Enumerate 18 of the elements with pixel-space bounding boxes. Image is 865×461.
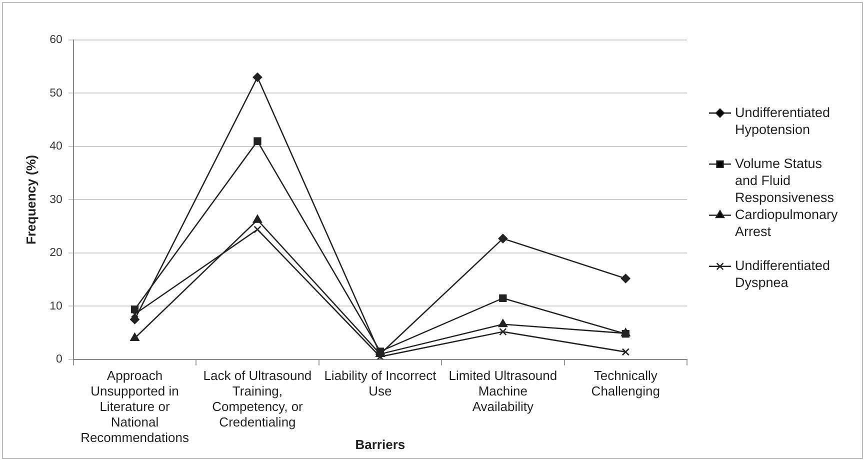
x-tick-label: Limited Ultrasound Machine Availability [448,368,558,414]
x-axis-title: Barriers [355,436,406,452]
y-axis-title: Frequency (%) [23,154,38,244]
y-tick-label: 50 [50,87,62,100]
legend-label: Undifferentiated Hypotension [735,104,830,137]
x-tick-label: Lack of Ultrasound Training, Competency, or Credentialing [203,368,312,430]
y-tick-label: 60 [50,34,62,46]
y-tick-label: 10 [50,300,62,312]
x-tick-label: Liability of Incorrect Use [324,368,437,398]
legend-label: Volume Status and Fluid Responsiveness [735,156,834,205]
y-tick-label: 40 [50,140,62,153]
legend-label: Undifferentiated Dyspnea [735,258,830,290]
y-tick-label: 30 [50,194,62,206]
x-tick-label: Technically Challenging [591,368,660,398]
y-tick-label: 0 [56,354,62,366]
y-tick-label: 20 [50,247,62,260]
legend-label: Cardiopulmonary Arrest [735,206,838,239]
x-tick-label: Approach Unsupported in Literature or National Recommendations [80,368,190,446]
